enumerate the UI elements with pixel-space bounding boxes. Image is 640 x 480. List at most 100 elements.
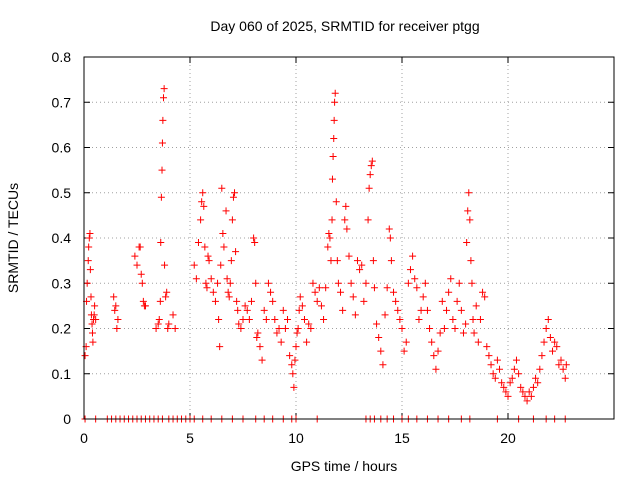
x-tick-label: 10 [288,430,304,446]
data-point [169,311,177,319]
data-point [233,297,241,305]
data-point [504,392,512,400]
data-point [163,288,171,296]
data-point [386,234,394,242]
data-point [561,374,569,382]
data-point [330,134,338,142]
data-point [358,261,366,269]
data-point [472,302,480,310]
data-point [419,293,427,301]
data-point [428,338,436,346]
data-point [245,315,253,323]
data-point [468,279,476,287]
data-point [406,266,414,274]
data-point [243,306,251,314]
data-point [529,383,537,391]
data-point [549,347,557,355]
data-point [447,275,455,283]
data-point [205,257,213,265]
y-tick-label: 0.1 [52,366,72,382]
data-point [113,325,121,332]
data-point [506,379,514,387]
data-point [224,288,232,296]
data-point [364,216,372,224]
data-point [228,216,236,224]
data-point [222,207,230,215]
data-point [333,257,341,265]
data-point [160,94,167,102]
data-point [303,338,311,346]
data-point [331,98,339,106]
data-point [300,315,308,323]
data-point [365,184,373,192]
data-point [373,320,381,328]
data-point [342,202,350,210]
data-point [434,347,442,355]
data-point [455,279,463,287]
y-tick-label: 0.6 [52,140,72,156]
data-point [84,257,92,265]
data-point [269,297,277,305]
data-point [161,261,169,269]
data-point [369,257,377,265]
data-point [218,184,226,192]
data-point [199,189,207,197]
data-point [546,334,554,342]
data-point [288,361,296,369]
data-point [385,225,393,233]
data-point [508,374,516,382]
data-point [192,275,200,283]
data-point [362,279,370,287]
data-point [138,279,146,287]
data-point [229,193,237,201]
data-point [542,325,550,332]
data-point [305,320,313,328]
x-tick-label: 20 [500,430,516,446]
data-point [396,315,404,323]
data-point [162,293,170,301]
data-point [392,297,400,305]
data-point [525,388,533,396]
data-point [557,356,565,364]
data-point [164,325,172,332]
data-point [432,365,440,373]
data-point [345,252,353,260]
data-point [325,229,333,237]
data-point [137,270,145,278]
data-point [267,288,275,296]
data-point [353,257,361,265]
data-point [331,89,339,97]
x-tick-label: 0 [80,430,88,446]
data-point [217,261,225,269]
data-point [411,275,419,283]
grid-lines [84,57,614,419]
data-point [334,279,342,287]
data-point [293,329,301,337]
data-point [289,370,297,378]
data-point [292,343,300,351]
data-point [171,325,179,332]
data-point [459,329,467,337]
data-point [417,306,425,314]
data-point [237,325,245,332]
data-point [202,279,210,287]
data-point [320,315,328,323]
data-point [258,356,266,364]
data-point [440,325,448,332]
data-point [159,116,167,124]
data-point [532,374,540,382]
data-point [157,239,165,247]
data-point [436,329,444,337]
data-point [404,279,412,287]
data-point [235,320,243,328]
data-point [332,198,340,206]
data-point [197,216,205,224]
data-point [430,352,438,360]
data-point [226,279,234,287]
data-point [311,288,319,296]
data-point [538,352,546,360]
data-point [381,311,389,319]
data-point [534,379,542,387]
data-point [201,243,209,251]
data-point [351,311,359,319]
